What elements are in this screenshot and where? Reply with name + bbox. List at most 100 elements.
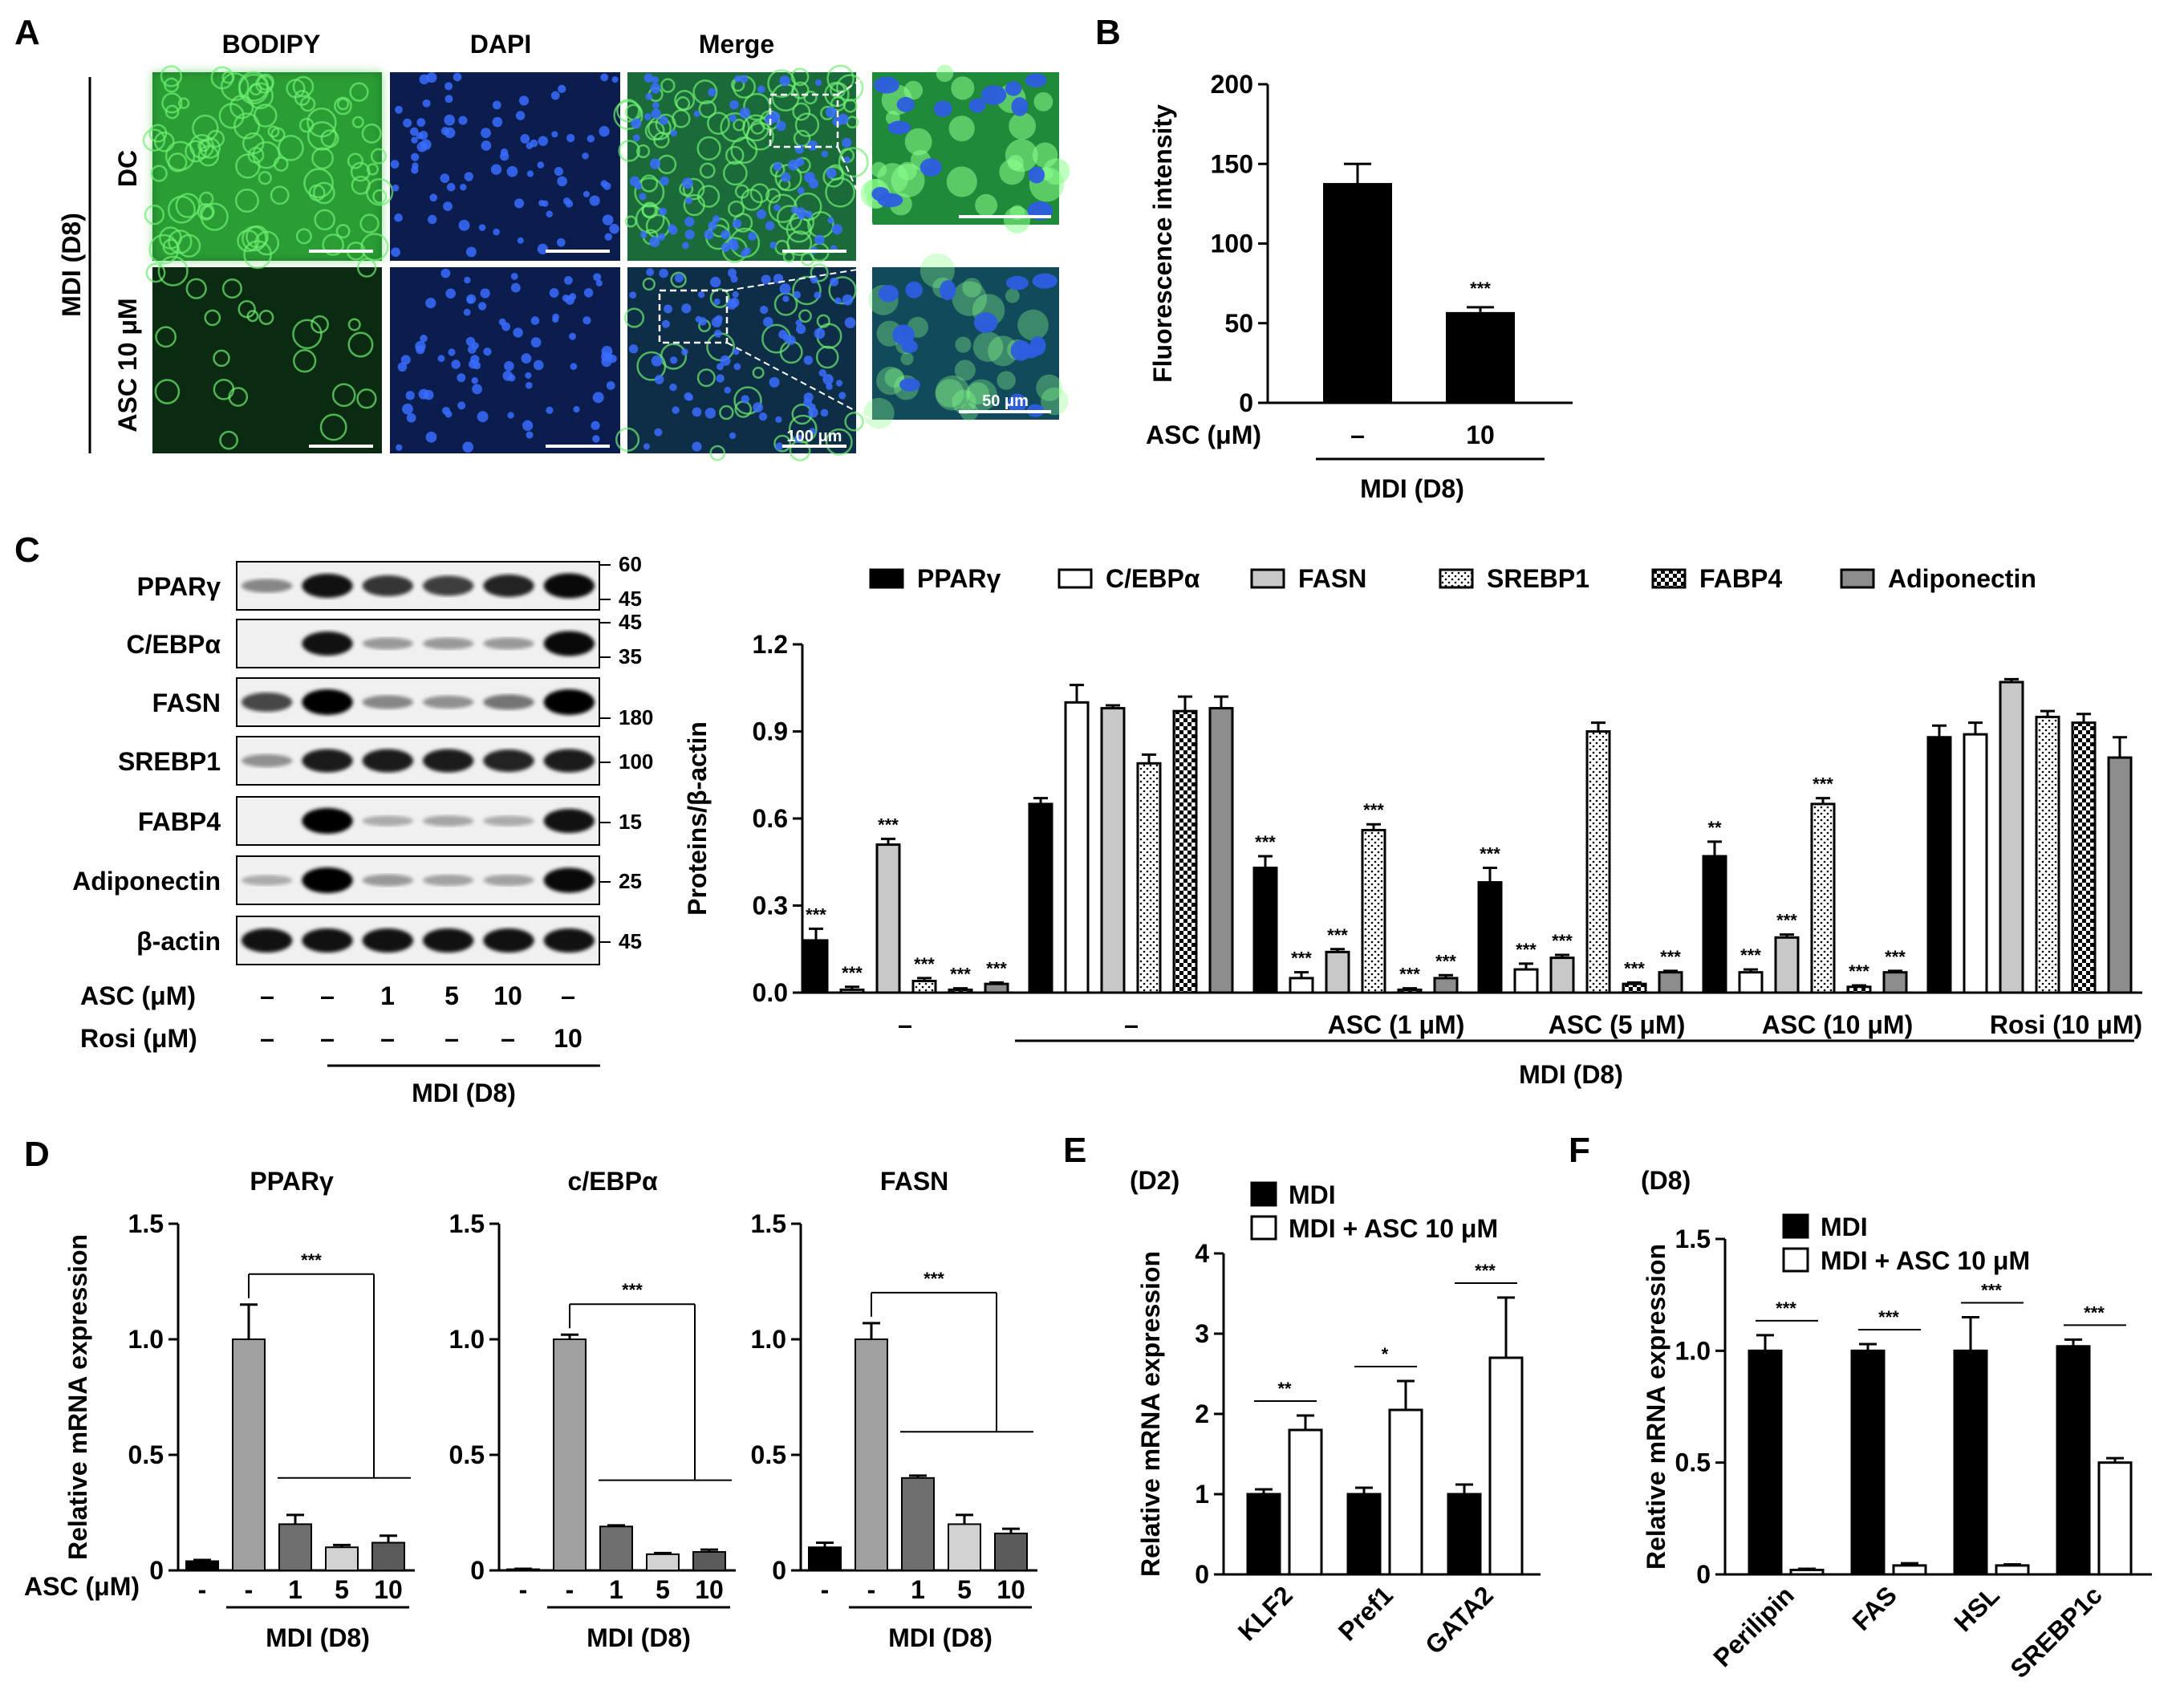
bar bbox=[1488, 1356, 1524, 1576]
significance-mark: *** bbox=[1363, 800, 1384, 820]
row-label-dc: DC bbox=[113, 150, 142, 187]
bar bbox=[1774, 936, 1800, 994]
bar bbox=[948, 988, 973, 994]
bar bbox=[1789, 1568, 1825, 1576]
significance-mark: *** bbox=[1981, 1281, 2002, 1301]
bar bbox=[1477, 881, 1503, 994]
blot-strip bbox=[236, 561, 600, 611]
y-tick-label: 2 bbox=[1195, 1399, 1209, 1428]
y-tick-label: 100 bbox=[1211, 230, 1253, 258]
x-tick-label: KLF2 bbox=[1232, 1580, 1298, 1646]
y-tick-label: 50 bbox=[1224, 309, 1253, 338]
significance-mark: *** bbox=[1291, 948, 1312, 969]
legend-label: MDI bbox=[1821, 1213, 1868, 1241]
asc-dose: 5 bbox=[445, 981, 459, 1010]
d-chart-title: c/EBPα bbox=[568, 1167, 658, 1196]
bar bbox=[2071, 721, 2097, 994]
panel-label-b: B bbox=[1095, 13, 1121, 52]
y-tick-label: 0 bbox=[1195, 1560, 1209, 1589]
bar bbox=[1288, 1428, 1323, 1576]
significance-mark: *** bbox=[1552, 931, 1573, 951]
x-tick-label: Pref1 bbox=[1333, 1580, 1398, 1646]
legend-label: FABP4 bbox=[1699, 564, 1782, 593]
bar bbox=[1846, 985, 1872, 994]
legend-swatch bbox=[1250, 1215, 1277, 1241]
x-tick-label: ASC (1 μM) bbox=[1328, 1010, 1465, 1039]
bar bbox=[646, 1553, 680, 1571]
row-label-asc: ASC 10 μM bbox=[113, 298, 142, 432]
bar bbox=[1963, 733, 1988, 994]
significance-mark: *** bbox=[1475, 1261, 1496, 1281]
bar bbox=[2107, 756, 2133, 994]
rosi-dose: – bbox=[260, 1024, 274, 1053]
y-tick-label: 1.5 bbox=[128, 1209, 164, 1238]
asc-dose: – bbox=[260, 981, 274, 1010]
x-tick-label: ASC (10 μM) bbox=[1762, 1010, 1913, 1039]
blot-strip bbox=[236, 796, 600, 846]
bar bbox=[1447, 1493, 1482, 1576]
significance-mark: *** bbox=[986, 958, 1007, 978]
significance-mark: *** bbox=[1480, 843, 1500, 863]
legend-label: C/EBPα bbox=[1106, 564, 1200, 593]
row-group-label: MDI (D8) bbox=[57, 213, 86, 317]
x-tick-label: HSL bbox=[1948, 1580, 2005, 1637]
asc-dose: – bbox=[320, 981, 335, 1010]
x-tick-label: GATA2 bbox=[1419, 1580, 1499, 1659]
significance-mark: *** bbox=[842, 963, 863, 983]
blot-row-label: SREBP1 bbox=[118, 747, 221, 776]
scale-label-100um: 100 μm bbox=[787, 428, 842, 445]
bar bbox=[1397, 988, 1423, 994]
y-tick-label: 0 bbox=[1239, 388, 1253, 417]
d-chart-title: FASN bbox=[880, 1167, 948, 1196]
bar bbox=[1446, 311, 1515, 403]
significance-mark: *** bbox=[878, 814, 899, 835]
y-tick-label: 200 bbox=[1211, 70, 1253, 99]
bar bbox=[1208, 707, 1234, 994]
bar bbox=[1388, 1408, 1423, 1576]
y-tick-label: 150 bbox=[1211, 149, 1253, 178]
asc-dose: – bbox=[561, 981, 575, 1010]
panel-label-a: A bbox=[14, 13, 40, 52]
rosi-dose: – bbox=[320, 1024, 335, 1053]
bar bbox=[994, 1532, 1028, 1572]
d-chart-title: PPARγ bbox=[250, 1167, 334, 1196]
b-y-axis-label: Fluorescence intensity bbox=[1148, 104, 1177, 383]
blot-row-label: β-actin bbox=[136, 927, 221, 956]
mw-marker: 45 bbox=[619, 929, 642, 953]
bar bbox=[1738, 971, 1764, 994]
panel-a: A BODIPY DAPI Merge MDI (D8) DC ASC 10 μ… bbox=[14, 13, 1070, 461]
bar bbox=[692, 1550, 726, 1571]
blot-strip bbox=[236, 916, 600, 965]
y-tick-label: 0.6 bbox=[753, 804, 788, 833]
y-tick-label: 0.5 bbox=[128, 1440, 164, 1469]
y-tick-label: 1.0 bbox=[1675, 1336, 1711, 1365]
x-tick-label: Perilipin bbox=[1707, 1580, 1800, 1672]
y-tick-label: 1.0 bbox=[751, 1325, 786, 1354]
significance-mark: *** bbox=[2084, 1302, 2105, 1322]
legend-label: SREBP1 bbox=[1487, 564, 1589, 593]
significance-mark: *** bbox=[1740, 945, 1761, 965]
blot-row-label: FASN bbox=[152, 689, 221, 717]
legend-label: PPARγ bbox=[917, 564, 1001, 593]
legend-swatch bbox=[1840, 568, 1875, 589]
x-tick-label: - bbox=[519, 1575, 528, 1604]
x-tick-label: – bbox=[1350, 420, 1365, 449]
d3-group-label: MDI (D8) bbox=[888, 1623, 993, 1652]
rosi-dose: – bbox=[445, 1024, 459, 1053]
blot-strip bbox=[236, 855, 600, 905]
legend-swatch bbox=[1439, 568, 1474, 589]
y-tick-label: 0.5 bbox=[449, 1440, 485, 1469]
bar bbox=[1252, 866, 1278, 994]
y-axis-label: Relative mRNA expression bbox=[1642, 1244, 1670, 1570]
bar bbox=[1246, 1493, 1281, 1576]
blot-row-label: Adiponectin bbox=[72, 867, 221, 896]
scale-label-50um: 50 μm bbox=[982, 392, 1029, 410]
significance-mark: *** bbox=[1878, 1307, 1899, 1327]
significance-mark: *** bbox=[950, 965, 971, 985]
bar bbox=[911, 980, 937, 994]
x-tick-label: Rosi (10 μM) bbox=[1990, 1010, 2142, 1039]
y-tick-label: 0.3 bbox=[753, 892, 788, 920]
x-tick-label: - bbox=[198, 1575, 207, 1604]
blot-row-label: C/EBPα bbox=[127, 630, 221, 659]
image-bodipy-asc bbox=[152, 267, 382, 453]
